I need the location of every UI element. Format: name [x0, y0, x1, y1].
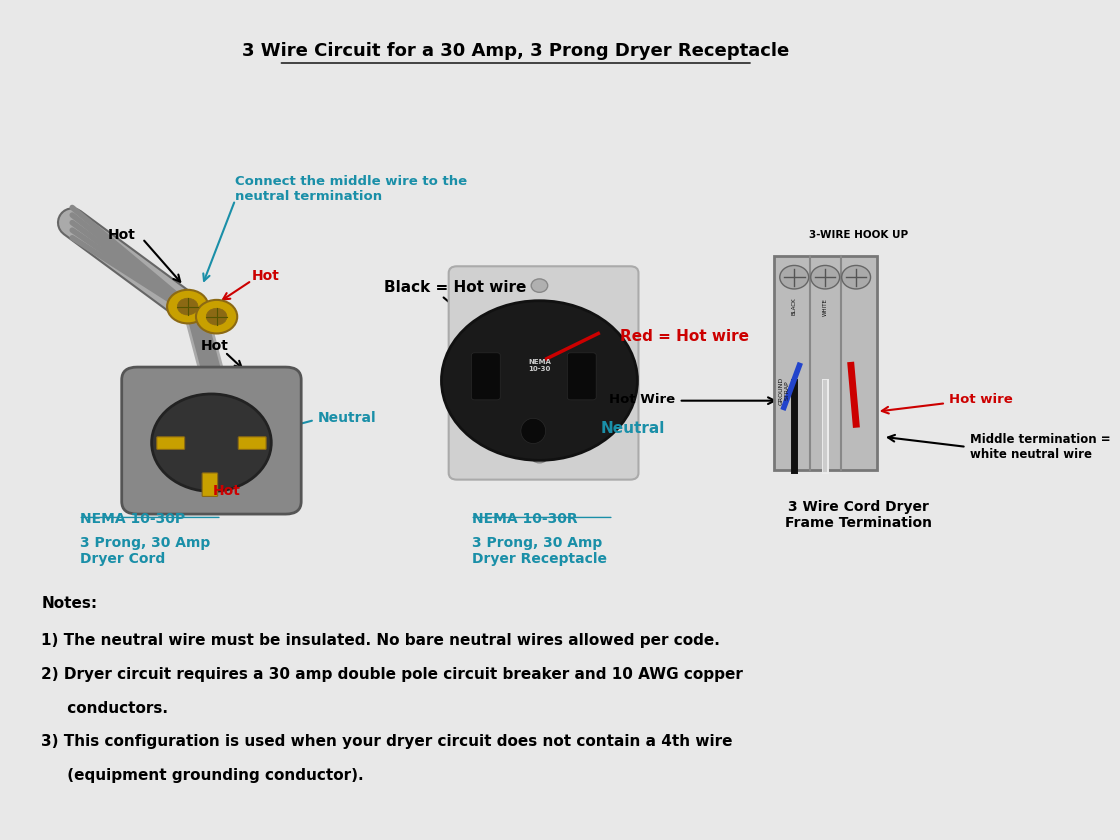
- Text: Neutral: Neutral: [600, 421, 664, 436]
- Text: Neutral: Neutral: [318, 412, 376, 425]
- Circle shape: [531, 279, 548, 292]
- Text: (equipment grounding conductor).: (equipment grounding conductor).: [41, 768, 364, 783]
- Text: Hot: Hot: [252, 269, 280, 282]
- Text: Red = Hot wire: Red = Hot wire: [619, 328, 749, 344]
- FancyBboxPatch shape: [157, 437, 185, 449]
- Text: BLACK: BLACK: [792, 298, 796, 315]
- Circle shape: [841, 265, 870, 289]
- Circle shape: [151, 394, 271, 491]
- Text: Middle termination =
white neutral wire: Middle termination = white neutral wire: [970, 433, 1110, 461]
- Text: Hot: Hot: [108, 228, 136, 242]
- Text: 3-WIRE HOOK UP: 3-WIRE HOOK UP: [809, 230, 907, 240]
- Ellipse shape: [521, 418, 545, 444]
- Circle shape: [206, 308, 227, 325]
- Circle shape: [196, 300, 237, 333]
- FancyBboxPatch shape: [449, 266, 638, 480]
- FancyBboxPatch shape: [122, 367, 301, 514]
- Text: NEMA
10-30: NEMA 10-30: [528, 359, 551, 372]
- Text: GROUND
STRAP: GROUND STRAP: [778, 376, 790, 405]
- Circle shape: [780, 265, 809, 289]
- Circle shape: [167, 290, 208, 323]
- Circle shape: [531, 449, 548, 463]
- Text: 3 Wire Cord Dryer
Frame Termination: 3 Wire Cord Dryer Frame Termination: [785, 500, 932, 530]
- Text: 3 Prong, 30 Amp
Dryer Cord: 3 Prong, 30 Amp Dryer Cord: [81, 536, 211, 566]
- Text: NEMA 10-30P: NEMA 10-30P: [81, 512, 186, 527]
- Text: WHITE: WHITE: [823, 297, 828, 316]
- Text: Notes:: Notes:: [41, 596, 97, 612]
- FancyBboxPatch shape: [472, 353, 501, 400]
- Text: 2) Dryer circuit requires a 30 amp double pole circuit breaker and 10 AWG copper: 2) Dryer circuit requires a 30 amp doubl…: [41, 667, 744, 682]
- Text: Black = Hot wire: Black = Hot wire: [384, 280, 526, 295]
- FancyBboxPatch shape: [203, 473, 217, 496]
- Text: Hot wire: Hot wire: [949, 392, 1012, 406]
- Text: Connect the middle wire to the
neutral termination: Connect the middle wire to the neutral t…: [235, 175, 467, 203]
- Text: Hot: Hot: [200, 339, 228, 353]
- Text: Hot Wire: Hot Wire: [609, 392, 675, 406]
- Text: conductors.: conductors.: [41, 701, 168, 716]
- Text: 3 Prong, 30 Amp
Dryer Receptacle: 3 Prong, 30 Amp Dryer Receptacle: [473, 536, 607, 566]
- Text: NEMA 10-30R: NEMA 10-30R: [473, 512, 578, 527]
- Text: 3 Wire Circuit for a 30 Amp, 3 Prong Dryer Receptacle: 3 Wire Circuit for a 30 Amp, 3 Prong Dry…: [242, 42, 790, 60]
- Text: 3) This configuration is used when your dryer circuit does not contain a 4th wir: 3) This configuration is used when your …: [41, 734, 732, 749]
- Circle shape: [177, 298, 198, 315]
- Text: 1) The neutral wire must be insulated. No bare neutral wires allowed per code.: 1) The neutral wire must be insulated. N…: [41, 633, 720, 648]
- FancyBboxPatch shape: [568, 353, 596, 400]
- Text: Hot: Hot: [213, 485, 241, 498]
- FancyBboxPatch shape: [239, 437, 267, 449]
- FancyBboxPatch shape: [774, 256, 877, 470]
- Circle shape: [811, 265, 840, 289]
- Circle shape: [441, 301, 637, 460]
